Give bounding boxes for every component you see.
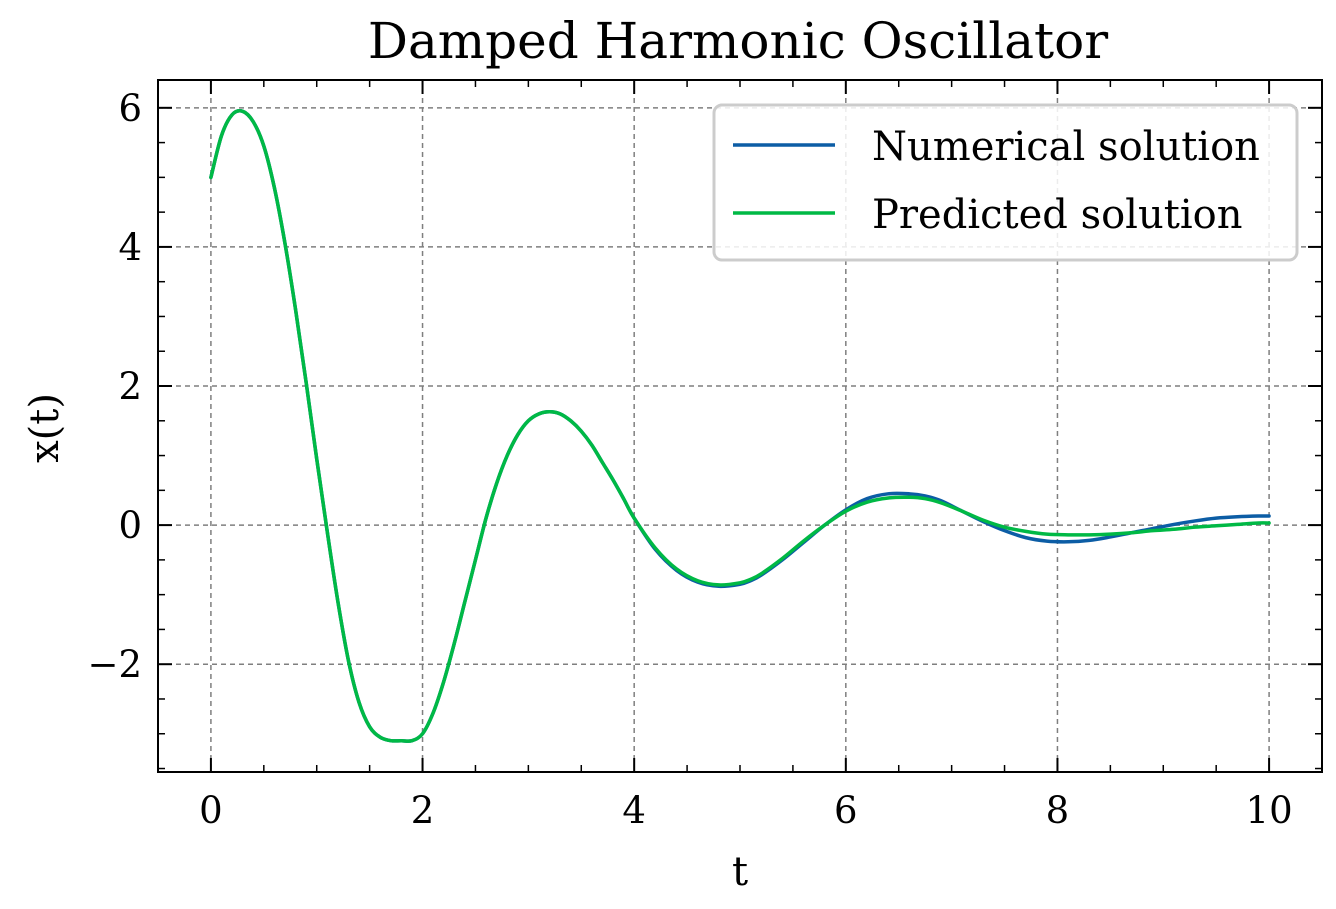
legend-label-predicted: Predicted solution bbox=[872, 192, 1242, 238]
chart-title: Damped Harmonic Oscillator bbox=[368, 12, 1108, 70]
x-axis-label: t bbox=[732, 849, 748, 895]
x-tick-label: 10 bbox=[1246, 789, 1293, 832]
series-predicted-solution bbox=[209, 109, 1271, 743]
legend: Numerical solution Predicted solution bbox=[712, 103, 1299, 262]
grid bbox=[158, 80, 1322, 772]
x-tick-label: 2 bbox=[411, 789, 435, 832]
x-tick-label: 6 bbox=[834, 789, 858, 832]
legend-frame bbox=[712, 103, 1299, 262]
legend-label-numerical: Numerical solution bbox=[872, 124, 1260, 170]
y-axis-label: x(t) bbox=[22, 393, 68, 463]
axis-ticks bbox=[157, 80, 1323, 772]
x-tick-label: 0 bbox=[199, 789, 223, 832]
y-tick-label: 0 bbox=[118, 504, 142, 547]
x-tick-label: 8 bbox=[1046, 789, 1070, 832]
y-tick-label: 2 bbox=[118, 365, 142, 408]
y-tick-label: −2 bbox=[87, 643, 142, 686]
y-tick-label: 6 bbox=[118, 87, 142, 130]
x-tick-label: 4 bbox=[622, 789, 646, 832]
plot-area bbox=[209, 109, 1271, 743]
y-tick-label: 4 bbox=[118, 226, 142, 269]
tick-labels: 0 2 4 6 8 10 −2 0 2 4 6 bbox=[87, 87, 1292, 832]
